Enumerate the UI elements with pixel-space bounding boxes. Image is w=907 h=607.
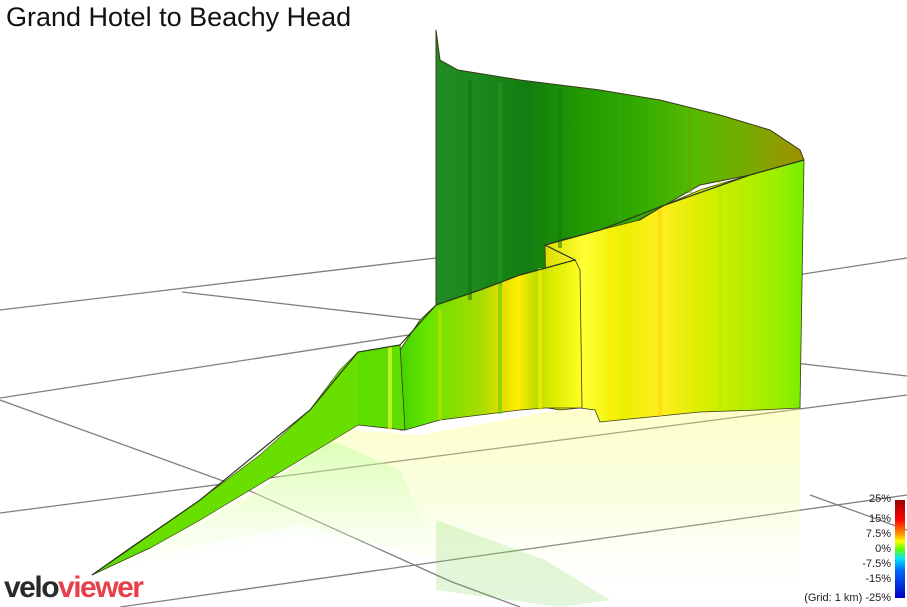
- legend-color-bar: [895, 500, 905, 598]
- logo-part-viewer: viewer: [58, 571, 144, 604]
- legend-label-0: 0%: [875, 543, 891, 555]
- route-title: Grand Hotel to Beachy Head: [6, 2, 352, 32]
- profile-ridge: [91, 159, 805, 576]
- logo-part-velo: velo: [4, 571, 60, 604]
- legend-label-15: 15%: [868, 513, 891, 525]
- grid-note-text: (Grid: 1 km): [804, 592, 863, 604]
- legend-label-minus-25: -25%: [865, 592, 891, 604]
- legend-label-minus-7-5: -7.5%: [862, 558, 891, 570]
- grid-scale-note: (Grid: 1 km) -25%: [804, 592, 891, 604]
- legend-label-minus-15: -15%: [865, 573, 891, 585]
- gradient-stripes: [388, 80, 722, 430]
- veloviewer-logo[interactable]: veloviewer: [4, 571, 144, 605]
- profile-reflection: [92, 408, 800, 607]
- legend-label-7-5: 7.5%: [865, 528, 891, 540]
- legend-label-25: 25%: [868, 493, 891, 505]
